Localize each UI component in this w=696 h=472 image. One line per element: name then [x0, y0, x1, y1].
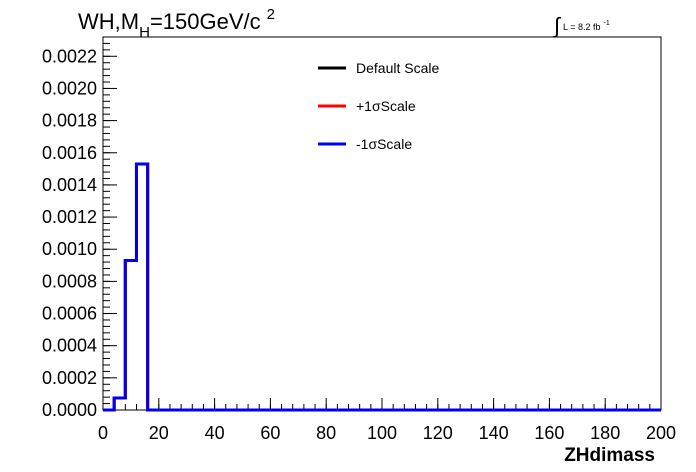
legend-label: +1σScale — [356, 98, 416, 114]
legend: Default Scale +1σScale -1σScale — [318, 60, 439, 152]
y-tick-label: 0.0004 — [42, 336, 97, 356]
x-tick-label: 40 — [205, 423, 225, 443]
x-tick-label: 60 — [260, 423, 280, 443]
y-tick-label: 0.0000 — [42, 400, 97, 420]
title-rest: =150GeV/c — [150, 9, 261, 34]
series-layer — [103, 162, 661, 412]
y-tick-label: 0.0006 — [42, 304, 97, 324]
legend-label: Default Scale — [356, 60, 439, 76]
x-axis-label: ZHdimass — [564, 445, 655, 466]
x-tick-label: 100 — [367, 423, 397, 443]
y-tick-label: 0.0002 — [42, 368, 97, 388]
y-tick-label: 0.0010 — [42, 239, 97, 259]
x-tick-label: 140 — [479, 423, 509, 443]
lumi-text: L = 8.2 fb — [563, 22, 600, 32]
y-tick-label: 0.0014 — [42, 175, 97, 195]
title-main: WH,M — [78, 9, 139, 34]
x-tick-label: 120 — [423, 423, 453, 443]
x-tick-label: 20 — [149, 423, 169, 443]
y-tick-label: 0.0008 — [42, 271, 97, 291]
lumi-superscript: -1 — [603, 20, 609, 27]
x-axis: 0 20 40 60 80 100 120 140 160 180 200 — [98, 398, 676, 443]
series-line — [103, 162, 661, 412]
y-axis: 0.0000 0.0002 0.0004 0.0006 0.0008 0.0010 0.00… — [42, 42, 117, 420]
series-line — [103, 162, 661, 412]
x-tick-label: 80 — [316, 423, 336, 443]
y-tick-label: 0.0018 — [42, 111, 97, 131]
title-superscript: 2 — [267, 6, 275, 23]
chart-title: WH,MH=150GeV/c 2 — [78, 6, 275, 41]
y-tick-label: 0.0020 — [42, 78, 97, 98]
lumi-integral: ∫ — [552, 13, 562, 38]
lumi-label: ∫ L = 8.2 fb -1 — [552, 13, 610, 38]
series-line — [103, 162, 661, 412]
y-tick-label: 0.0012 — [42, 207, 97, 227]
x-tick-label: 200 — [646, 423, 676, 443]
plot-frame — [102, 36, 662, 411]
x-tick-label: 180 — [590, 423, 620, 443]
y-tick-label: 0.0022 — [42, 46, 97, 66]
y-tick-label: 0.0016 — [42, 143, 97, 163]
title-subscript: H — [139, 24, 150, 41]
legend-label: -1σScale — [356, 136, 412, 152]
x-tick-label: 0 — [98, 423, 108, 443]
x-tick-label: 160 — [534, 423, 564, 443]
